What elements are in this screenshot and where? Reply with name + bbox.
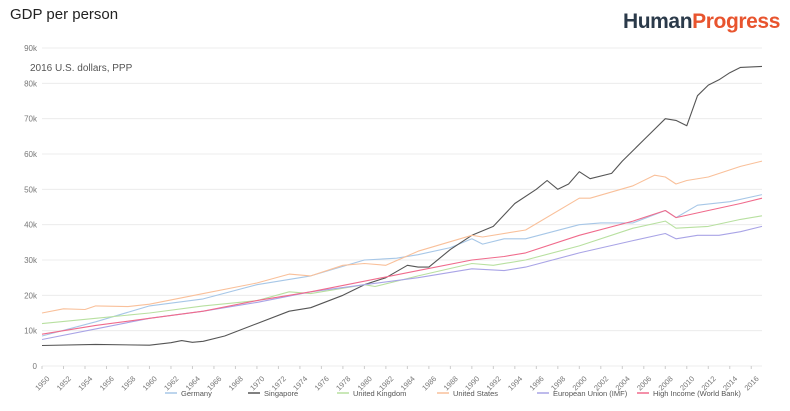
y-tick-label: 60k — [24, 150, 38, 159]
legend-label: High Income (World Bank) — [653, 389, 741, 398]
brand-logo-progress: Progress — [692, 10, 780, 33]
y-tick-label: 30k — [24, 256, 38, 265]
legend-label: United States — [453, 389, 498, 398]
legend-item[interactable]: Singapore — [248, 389, 298, 398]
series-line-united-kingdom — [41, 215, 763, 325]
grid-lines — [42, 47, 762, 367]
x-tick-label: 1962 — [162, 374, 180, 392]
y-tick-label: 10k — [24, 327, 38, 336]
y-tick-label: 80k — [24, 79, 38, 88]
x-tick-label: 1956 — [98, 374, 116, 392]
y-axis-unit-label: 2016 U.S. dollars, PPP — [30, 63, 133, 74]
series-line-high-income-world-bank — [41, 197, 763, 335]
x-tick-label: 1952 — [55, 374, 73, 392]
legend: Germany Singapore United Kingdom United Sta… — [165, 389, 741, 398]
series-line-united-states — [41, 160, 763, 314]
brand-logo-human: Human — [622, 10, 693, 33]
brand-logo[interactable]: HumanProgress — [623, 10, 780, 34]
y-tick-label: 50k — [24, 185, 38, 194]
y-tick-label: 40k — [24, 221, 38, 230]
x-tick-label: 1994 — [506, 374, 524, 392]
x-tick-label: 1978 — [334, 374, 352, 392]
legend-item[interactable]: United Kingdom — [337, 389, 406, 398]
x-tick-label: 1996 — [528, 374, 546, 392]
x-tick-label: 2006 — [635, 374, 653, 392]
x-tick-label: 1960 — [141, 374, 159, 392]
x-tick-label: 2016 — [743, 374, 761, 392]
legend-item[interactable]: European Union (IMF) — [537, 389, 628, 398]
legend-label: European Union (IMF) — [553, 389, 628, 398]
x-tick-label: 1954 — [76, 374, 94, 392]
y-tick-label: 70k — [24, 115, 38, 124]
legend-label: Germany — [181, 389, 212, 398]
series-lines — [41, 65, 763, 347]
legend-label: United Kingdom — [353, 389, 406, 398]
y-tick-label: 0 — [33, 362, 38, 371]
y-axis-ticks: 0 10k 20k 30k 40k 50k 60k 70k 80k 90k — [24, 44, 38, 371]
legend-item[interactable]: United States — [437, 389, 498, 398]
legend-item[interactable]: Germany — [165, 389, 212, 398]
x-tick-label: 1986 — [420, 374, 438, 392]
y-tick-label: 20k — [24, 291, 38, 300]
x-tick-label: 1958 — [119, 374, 137, 392]
legend-label: Singapore — [264, 389, 298, 398]
legend-item[interactable]: High Income (World Bank) — [637, 389, 741, 398]
series-line-european-union-imf — [41, 225, 763, 341]
series-line-germany — [41, 194, 763, 337]
y-tick-label: 90k — [24, 44, 38, 53]
series-line-singapore — [41, 65, 763, 347]
x-tick-label: 1976 — [313, 374, 331, 392]
x-tick-label: 1950 — [33, 374, 51, 392]
x-tick-label: 1968 — [227, 374, 245, 392]
page-title: GDP per person — [10, 6, 119, 23]
